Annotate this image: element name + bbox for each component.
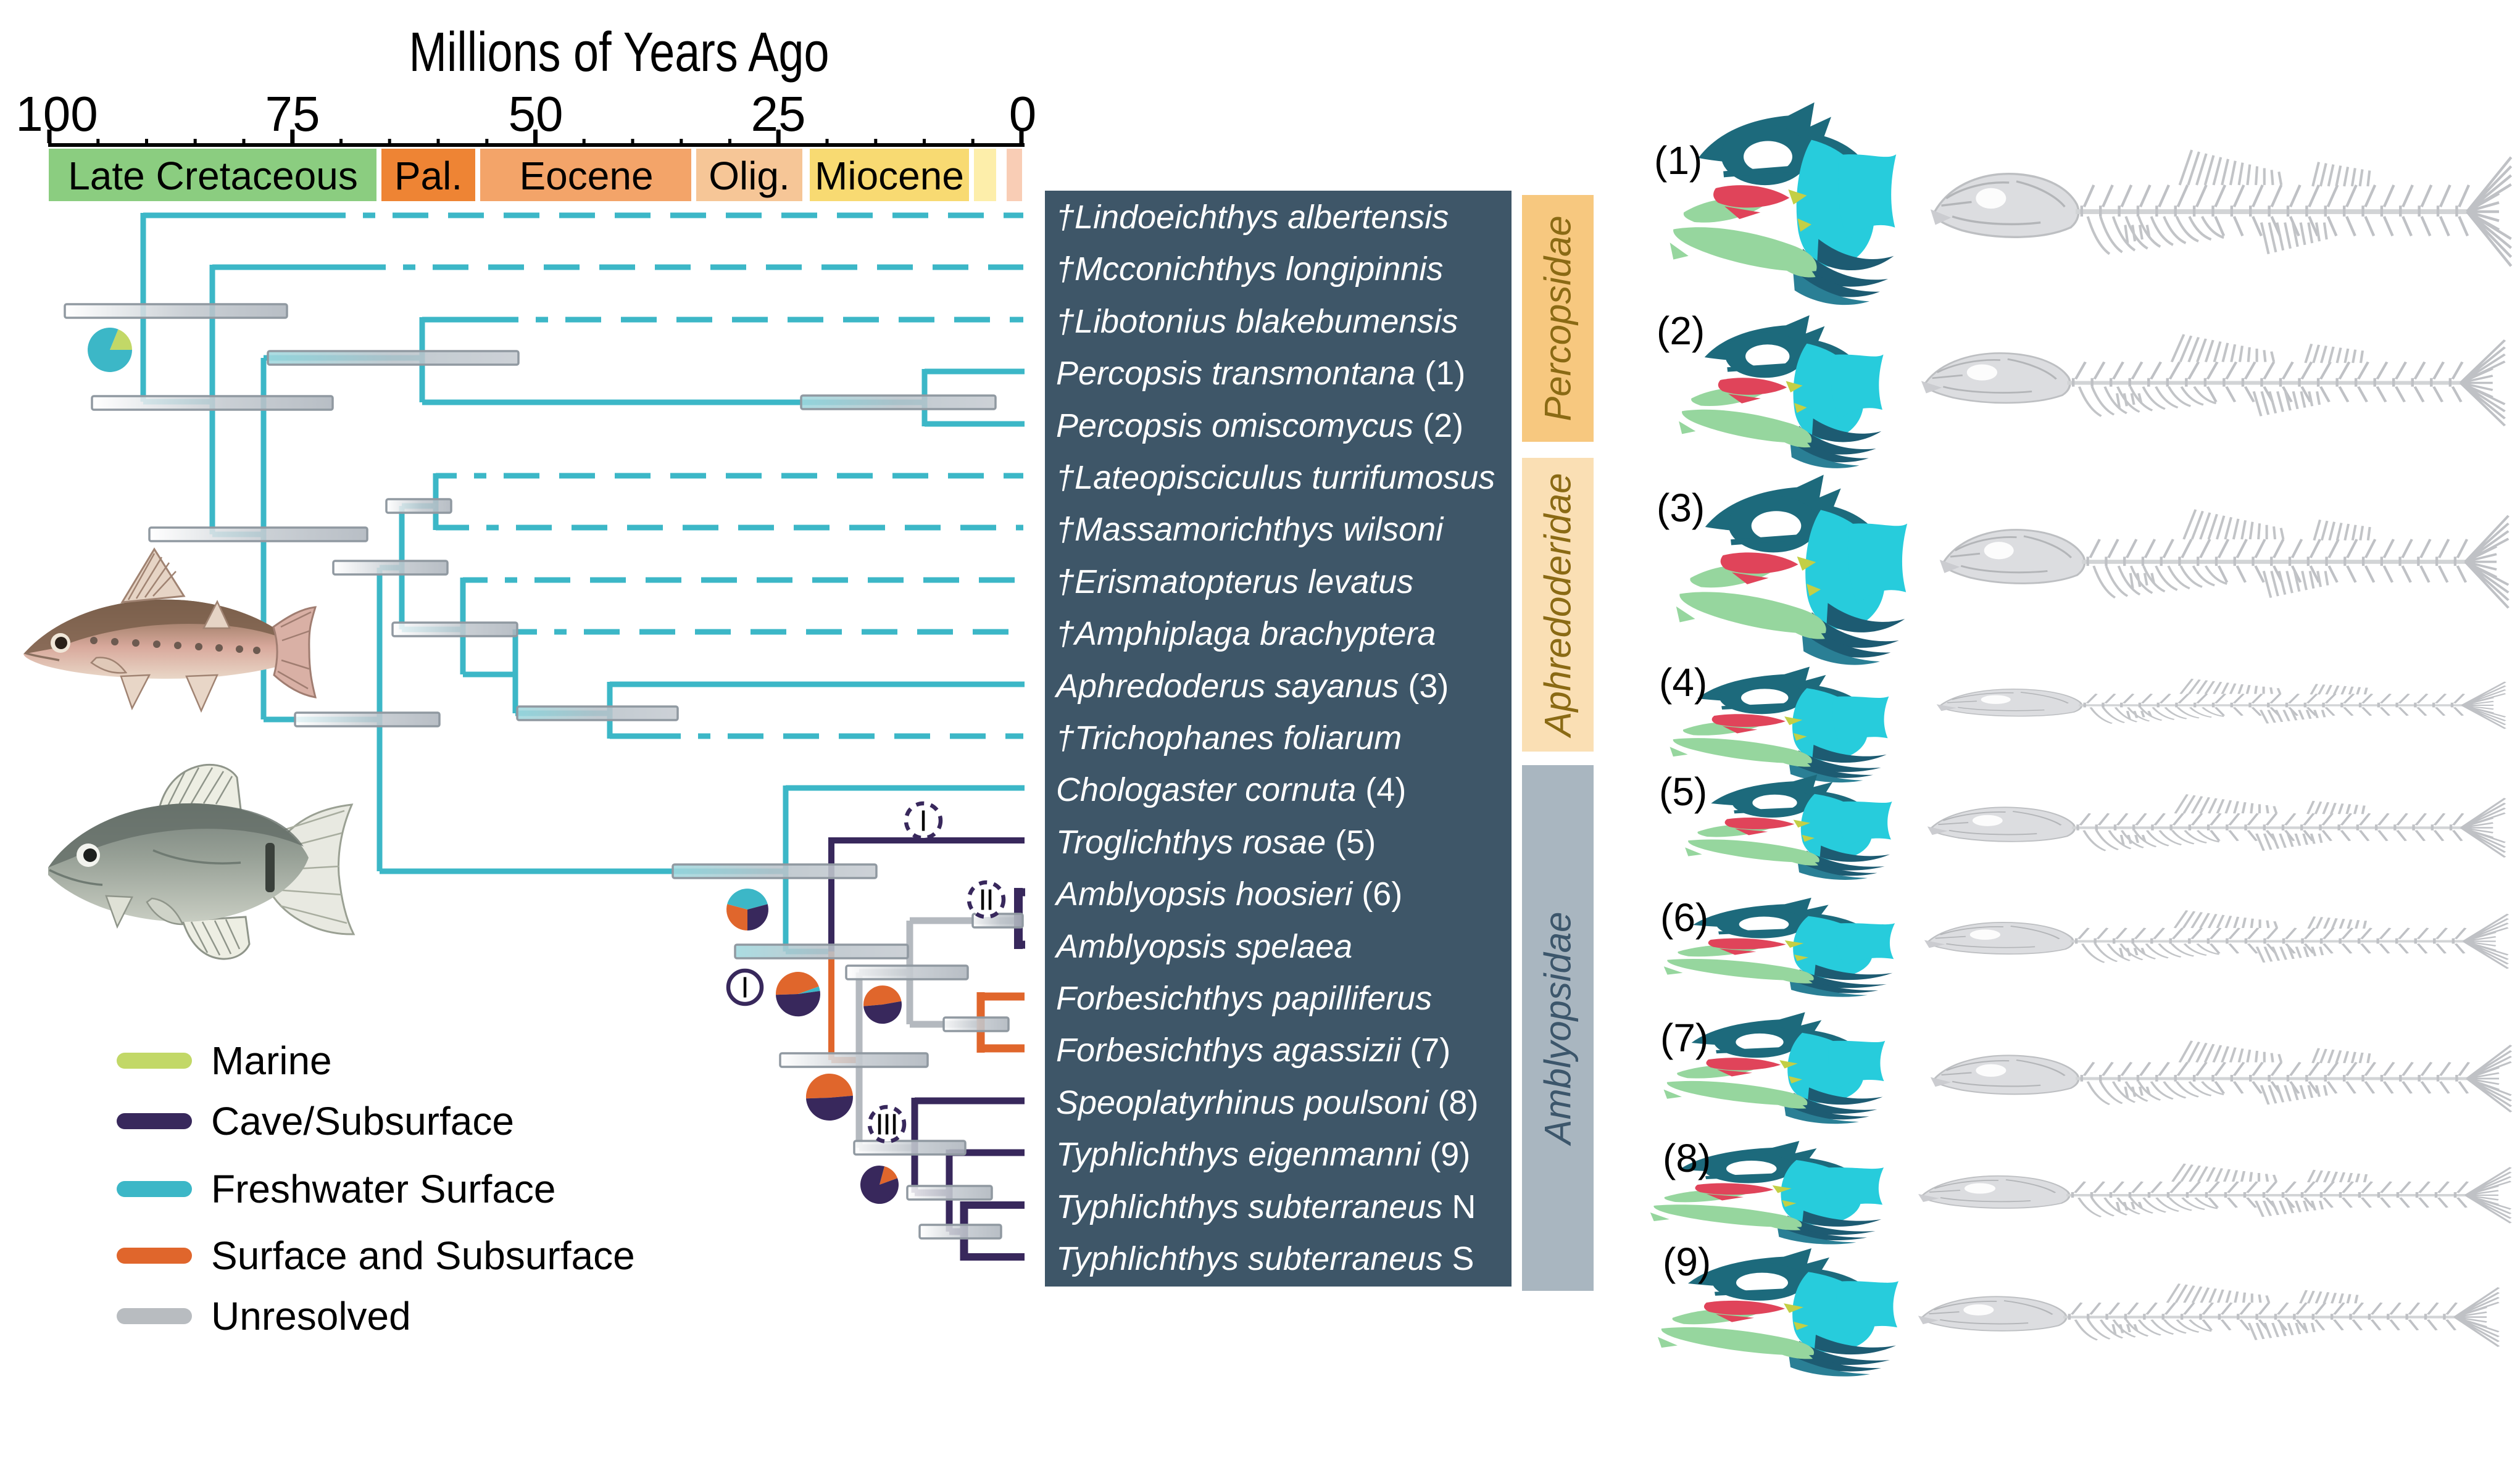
svg-text:Speoplatyrhinus poulsoni (8): Speoplatyrhinus poulsoni (8)	[1056, 1084, 1478, 1121]
svg-text:Aphredoderus sayanus (3): Aphredoderus sayanus (3)	[1054, 668, 1449, 705]
svg-text:†Mcconichthys longipinnis: †Mcconichthys longipinnis	[1056, 251, 1443, 288]
svg-text:†Amphiplaga brachyptera: †Amphiplaga brachyptera	[1056, 615, 1436, 652]
svg-text:(4): (4)	[1659, 660, 1707, 705]
svg-text:†Massamorichthys wilsoni: †Massamorichthys wilsoni	[1056, 511, 1444, 548]
svg-text:100: 100	[15, 86, 98, 141]
svg-text:(1): (1)	[1654, 138, 1702, 183]
svg-text:Miocene: Miocene	[815, 154, 964, 198]
svg-text:Forbesichthys papilliferus: Forbesichthys papilliferus	[1056, 980, 1432, 1017]
svg-text:(5): (5)	[1659, 769, 1707, 814]
svg-text:(6): (6)	[1660, 895, 1708, 940]
svg-text:Aphredoderidae: Aphredoderidae	[1537, 473, 1579, 738]
svg-text:Typhlichthys eigenmanni (9): Typhlichthys eigenmanni (9)	[1056, 1136, 1470, 1173]
svg-text:Cave/Subsurface: Cave/Subsurface	[211, 1099, 514, 1143]
svg-text:Forbesichthys agassizii (7): Forbesichthys agassizii (7)	[1056, 1032, 1450, 1069]
svg-text:†Lindoeichthys albertensis: †Lindoeichthys albertensis	[1056, 199, 1449, 236]
svg-text:Percopsidae: Percopsidae	[1537, 215, 1579, 421]
svg-text:†Erismatopterus levatus: †Erismatopterus levatus	[1056, 563, 1413, 600]
svg-text:Millions of Years Ago: Millions of Years Ago	[409, 22, 830, 83]
svg-text:Percopsis omiscomycus (2): Percopsis omiscomycus (2)	[1056, 407, 1463, 444]
svg-text:†Libotonius blakebumensis: †Libotonius blakebumensis	[1056, 303, 1458, 340]
svg-text:(3): (3)	[1657, 486, 1705, 530]
svg-text:(9): (9)	[1663, 1240, 1711, 1284]
svg-text:Freshwater Surface: Freshwater Surface	[211, 1167, 555, 1211]
svg-text:Chologaster cornuta (4): Chologaster cornuta (4)	[1056, 771, 1406, 808]
svg-text:†Trichophanes foliarum: †Trichophanes foliarum	[1056, 719, 1402, 756]
svg-text:Amblyopsis spelaea: Amblyopsis spelaea	[1054, 928, 1352, 965]
svg-text:(8): (8)	[1663, 1136, 1711, 1180]
svg-text:Pal.: Pal.	[394, 154, 462, 198]
svg-text:Unresolved: Unresolved	[211, 1294, 411, 1338]
svg-text:Typhlichthys subterraneus N: Typhlichthys subterraneus N	[1056, 1188, 1476, 1225]
svg-text:(2): (2)	[1657, 309, 1705, 353]
svg-text:†Lateopisciculus turrifumosus: †Lateopisciculus turrifumosus	[1056, 459, 1495, 496]
svg-text:Eocene: Eocene	[519, 154, 653, 198]
svg-text:Troglichthys rosae (5): Troglichthys rosae (5)	[1056, 824, 1376, 861]
svg-text:Surface and Subsurface: Surface and Subsurface	[211, 1233, 635, 1278]
svg-text:Percopsis transmontana (1): Percopsis transmontana (1)	[1056, 355, 1465, 392]
svg-text:Marine: Marine	[211, 1038, 332, 1083]
svg-text:Amblyopsidae: Amblyopsidae	[1537, 912, 1579, 1146]
svg-text:Late Cretaceous: Late Cretaceous	[68, 154, 358, 198]
svg-text:(7): (7)	[1660, 1016, 1708, 1060]
svg-text:Amblyopsis hoosieri (6): Amblyopsis hoosieri (6)	[1054, 876, 1402, 913]
svg-text:Typhlichthys subterraneus S: Typhlichthys subterraneus S	[1056, 1240, 1474, 1277]
svg-text:Olig.: Olig.	[709, 154, 790, 198]
